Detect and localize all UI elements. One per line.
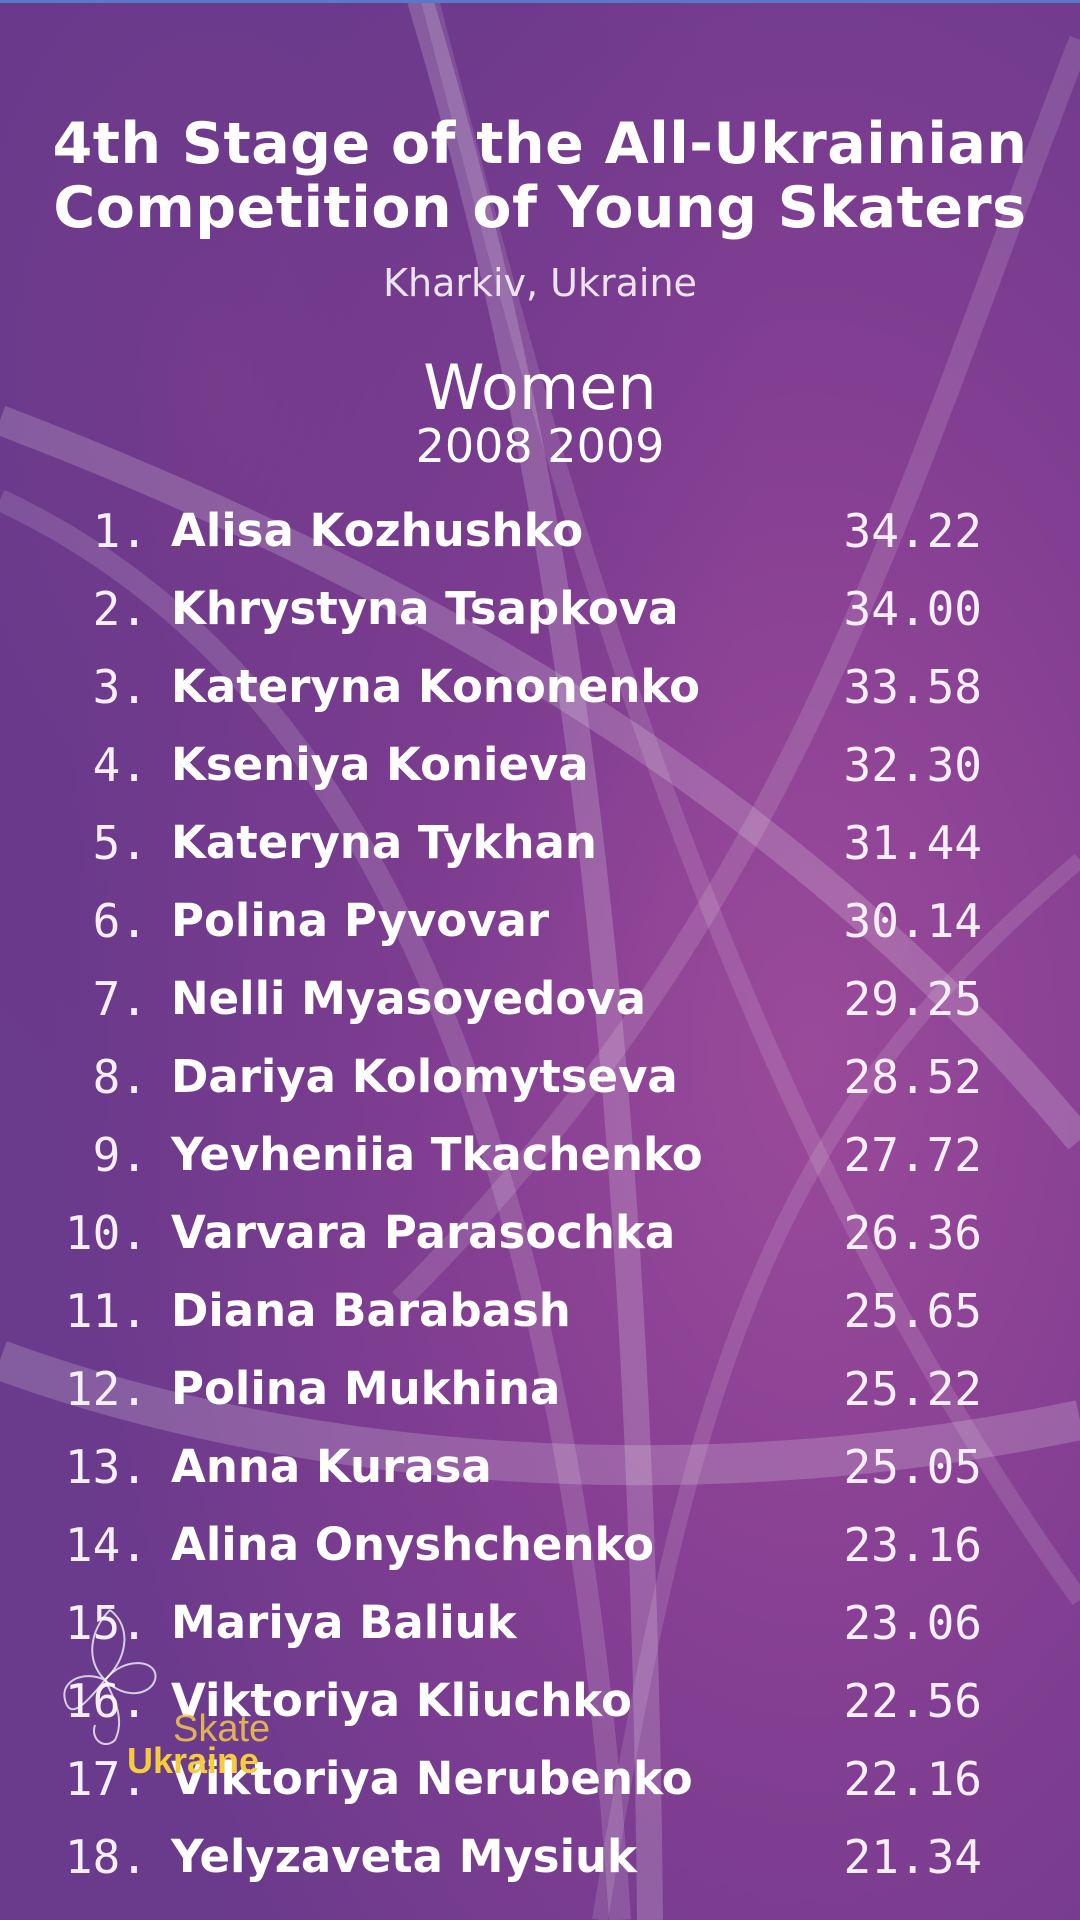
result-score: 25.05 [843,1440,982,1494]
result-rank: 17. [64,1752,148,1806]
result-name: Kseniya Konieva [171,738,589,791]
result-row: 15. Mariya Baliuk 23.06 [0,1584,1080,1662]
result-name: Mariya Baliuk [171,1596,517,1649]
skater-swirl-icon [63,1609,157,1745]
result-row: 4. Kseniya Konieva 32.30 [0,726,1080,804]
top-accent-line [0,0,1080,3]
result-score: 34.00 [843,582,982,636]
result-row: 8. Dariya Kolomytseva 28.52 [0,1038,1080,1116]
event-title: 4th Stage of the All-Ukrainian Competiti… [0,112,1080,240]
result-name: Alina Onyshchenko [171,1518,655,1571]
result-score: 23.06 [843,1596,982,1650]
result-name: Alisa Kozhushko [171,504,584,557]
result-row: 17. Viktoriya Nerubenko 22.16 [0,1740,1080,1818]
skate-ukraine-logo: Skate Ukraine [55,1600,295,1800]
result-score: 33.58 [843,660,982,714]
result-name: Yevheniia Tkachenko [171,1128,703,1181]
result-name: Anna Kurasa [171,1440,492,1493]
result-row: 2. Khrystyna Tsapkova 34.00 [0,570,1080,648]
result-score: 25.65 [843,1284,982,1338]
result-rank: 2. [92,582,148,636]
result-rank: 15. [64,1596,148,1650]
result-row: 16. Viktoriya Kliuchko 22.56 [0,1662,1080,1740]
result-name: Viktoriya Kliuchko [171,1674,632,1727]
result-row: 1. Alisa Kozhushko 34.22 [0,492,1080,570]
result-score: 27.72 [843,1128,982,1182]
result-score: 28.52 [843,1050,982,1104]
result-name: Khrystyna Tsapkova [171,582,679,635]
result-rank: 6. [92,894,148,948]
result-rank: 12. [64,1362,148,1416]
result-rank: 5. [92,816,148,870]
result-score: 25.22 [843,1362,982,1416]
result-score: 21.34 [843,1830,982,1884]
result-name: Kateryna Kononenko [171,660,701,713]
result-rank: 13. [64,1440,148,1494]
result-rank: 10. [64,1206,148,1260]
category-years: 2008 2009 [415,419,665,473]
result-rank: 8. [92,1050,148,1104]
result-rank: 7. [92,972,148,1026]
result-row: 11. Diana Barabash 25.65 [0,1272,1080,1350]
result-name: Yelyzaveta Mysiuk [171,1830,637,1883]
result-row: 13. Anna Kurasa 25.05 [0,1428,1080,1506]
result-row: 10. Varvara Parasochka 26.36 [0,1194,1080,1272]
result-name: Polina Mukhina [171,1362,561,1415]
result-row: 6. Polina Pyvovar 30.14 [0,882,1080,960]
result-row: 14. Alina Onyshchenko 23.16 [0,1506,1080,1584]
result-name: Polina Pyvovar [171,894,550,947]
category-name: Women [423,351,657,424]
event-title-line-2: Competition of Young Skaters [53,175,1027,241]
result-row: 9. Yevheniia Tkachenko 27.72 [0,1116,1080,1194]
result-name: Viktoriya Nerubenko [171,1752,693,1805]
result-name: Kateryna Tykhan [171,816,597,869]
result-rank: 4. [92,738,148,792]
result-score: 22.16 [843,1752,982,1806]
result-row: 3. Kateryna Kononenko 33.58 [0,648,1080,726]
result-score: 32.30 [843,738,982,792]
result-row: 18. Yelyzaveta Mysiuk 21.34 [0,1818,1080,1896]
result-name: Varvara Parasochka [171,1206,676,1259]
event-location: Kharkiv, Ukraine [383,261,697,305]
result-rank: 14. [64,1518,148,1572]
result-score: 22.56 [843,1674,982,1728]
result-score: 23.16 [843,1518,982,1572]
logo-word-ukraine: Ukraine [127,1740,260,1781]
result-name: Nelli Myasoyedova [171,972,646,1025]
result-row: 5. Kateryna Tykhan 31.44 [0,804,1080,882]
result-score: 30.14 [843,894,982,948]
result-score: 26.36 [843,1206,982,1260]
result-rank: 3. [92,660,148,714]
result-rank: 18. [64,1830,148,1884]
result-row: 12. Polina Mukhina 25.22 [0,1350,1080,1428]
result-row: 7. Nelli Myasoyedova 29.25 [0,960,1080,1038]
event-title-line-1: 4th Stage of the All-Ukrainian [52,111,1028,177]
logo-word-skate: Skate [173,1708,271,1750]
result-score: 31.44 [843,816,982,870]
result-name: Diana Barabash [171,1284,571,1337]
result-score: 29.25 [843,972,982,1026]
result-rank: 1. [92,504,148,558]
result-rank: 9. [92,1128,148,1182]
result-name: Dariya Kolomytseva [171,1050,678,1103]
result-score: 34.22 [843,504,982,558]
result-rank: 11. [64,1284,148,1338]
